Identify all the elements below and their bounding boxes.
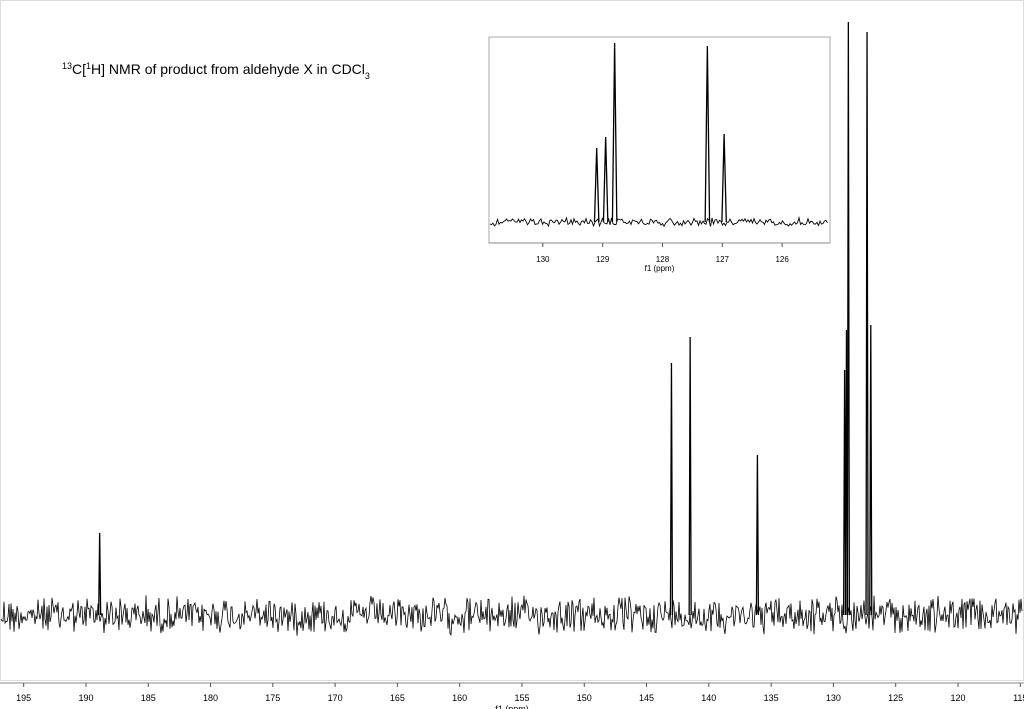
x-tick-label: 150 [577,693,592,703]
noise [0,595,1023,636]
x-tick-label: 190 [78,693,93,703]
title-part: 13 [62,61,72,71]
x-tick-label: 175 [265,693,280,703]
x-tick-label: 180 [203,693,218,703]
peak [602,136,609,223]
x-tick-label: 125 [888,693,903,703]
chart-title: 13C[1H] NMR of product from aldehyde X i… [62,61,370,81]
x-tick-label: 126 [775,255,789,264]
peak [865,31,869,616]
peak [704,45,711,223]
noise [489,216,828,228]
title-part: 1 [86,61,91,71]
peak [593,147,600,223]
peak [721,133,727,223]
x-tick-label: 195 [16,693,31,703]
peak [688,336,692,616]
x-tick-label: 160 [452,693,467,703]
x-tick-label: 155 [514,693,529,703]
title-part: 3 [365,71,370,81]
peak [869,324,873,616]
x-tick-label: 140 [701,693,716,703]
x-tick-label: 130 [826,693,841,703]
peak [669,362,674,616]
x-axis-label: f1 (ppm) [645,264,675,273]
x-tick-label: 145 [639,693,654,703]
x-tick-label: 130 [536,255,550,264]
title-part: C[ [72,61,86,77]
peak [846,21,850,616]
x-tick-label: 135 [764,693,779,703]
x-tick-label: 127 [716,255,730,264]
x-tick-label: 165 [390,693,405,703]
x-tick-label: 170 [328,693,343,703]
peak [98,532,102,616]
peak [755,454,760,616]
peak [611,42,618,223]
x-tick-label: 115 [1013,693,1024,703]
inset-frame [488,36,831,244]
x-tick-label: 185 [141,693,156,703]
x-axis-label: f1 (ppm) [495,704,529,709]
x-tick-label: 129 [596,255,610,264]
x-tick-label: 120 [950,693,965,703]
x-tick-label: 128 [656,255,670,264]
title-part: H] NMR of product from aldehyde X in CDC… [91,61,365,77]
